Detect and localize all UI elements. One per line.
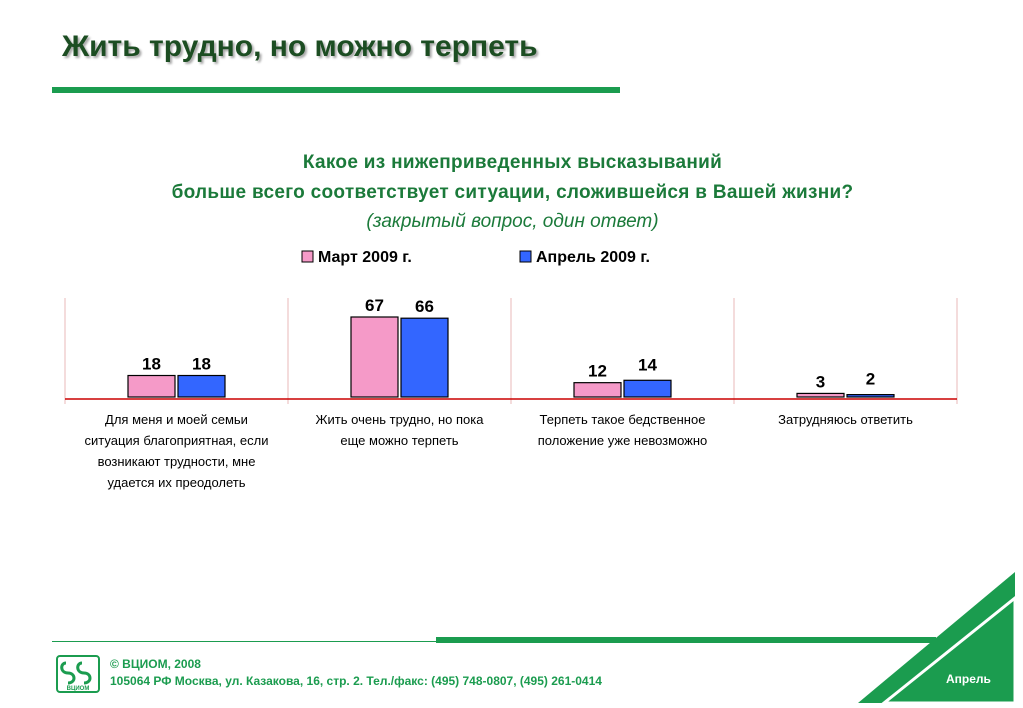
bars [127, 316, 895, 398]
category-label: Для меня и моей семьи [105, 412, 248, 427]
data-label: 14 [638, 355, 657, 374]
footer-accent-bar [436, 637, 936, 643]
bar-march [796, 392, 845, 398]
category-label: Терпеть такое бедственное [540, 412, 706, 427]
title-underline [52, 87, 620, 93]
footer-address: 105064 РФ Москва, ул. Казакова, 16, стр.… [110, 674, 602, 688]
bar-april [177, 374, 226, 398]
category-label: Жить очень трудно, но пока [316, 412, 485, 427]
bar-march [350, 316, 399, 398]
category-label: возникают трудности, мне [98, 454, 256, 469]
month-label: Апрель [946, 672, 991, 686]
legend-label: Март 2009 г. [318, 249, 412, 266]
category-label: еще можно терпеть [340, 433, 458, 448]
bar-april [400, 317, 449, 398]
data-label: 66 [415, 297, 434, 316]
data-label: 2 [866, 370, 875, 389]
bar-march [573, 382, 622, 398]
category-label: Затрудняюсь ответить [778, 412, 913, 427]
category-dividers [64, 298, 958, 404]
legend-label: Апрель 2009 г. [536, 249, 650, 266]
question-note: (закрытый вопрос, один ответ) [366, 211, 659, 232]
legend-swatch-march [301, 250, 314, 263]
data-label: 18 [192, 355, 211, 374]
bar-april [846, 394, 895, 398]
category-label: положение уже невозможно [538, 433, 708, 448]
page-title: Жить трудно, но можно терпеть [62, 30, 538, 63]
vciom-logo: ВЦИОМ [56, 655, 100, 693]
footer-copyright: © ВЦИОМ, 2008 [110, 657, 201, 671]
data-label: 18 [142, 355, 161, 374]
legend-swatch-april [519, 250, 532, 263]
data-labels: 18 67 12 3 18 66 14 2 [142, 296, 875, 391]
chart-legend: Март 2009 г. Апрель 2009 г. [301, 249, 650, 266]
data-label: 3 [816, 372, 825, 391]
question-line-2: больше всего соответствует ситуации, сло… [171, 182, 854, 203]
question-line-1: Какое из нижеприведенных высказываний [302, 152, 723, 173]
bar-april [623, 379, 672, 398]
data-label: 12 [588, 362, 607, 381]
logo-text: ВЦИОМ [67, 686, 90, 692]
data-label: 67 [365, 296, 384, 315]
category-label: ситуация благоприятная, если [85, 433, 269, 448]
category-labels: Для меня и моей семьи ситуация благоприят… [85, 412, 914, 490]
bar-march [127, 374, 176, 398]
category-label: удается их преодолеть [107, 475, 245, 490]
